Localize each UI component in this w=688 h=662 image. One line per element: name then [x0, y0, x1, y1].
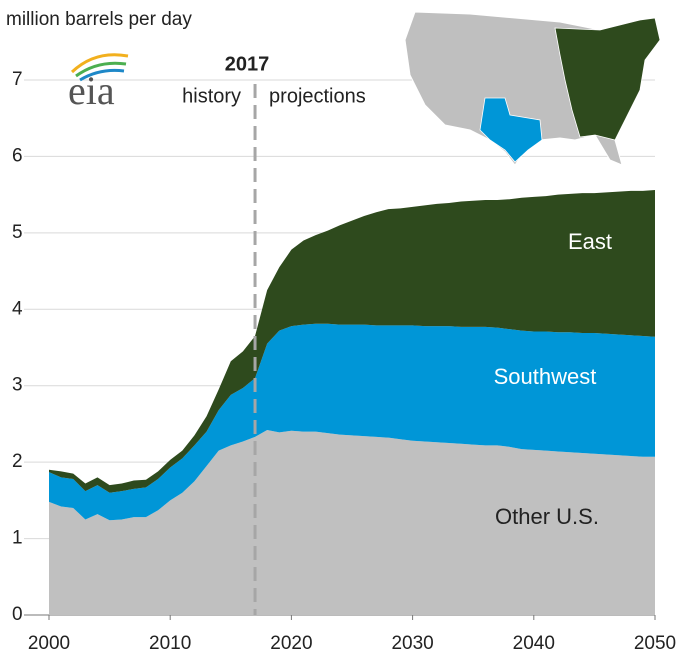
projections-label: projections: [269, 85, 366, 107]
y-axis-label: million barrels per day: [6, 9, 192, 30]
areas: [49, 190, 655, 615]
area: [49, 430, 655, 615]
x-tick-label: 2020: [270, 633, 312, 654]
y-tick-label: 5: [12, 222, 23, 243]
region-map: [404, 11, 661, 166]
history-label: history: [182, 85, 241, 107]
x-tick-label: 2040: [513, 633, 555, 654]
y-tick-label: 0: [12, 604, 23, 625]
x-tick-label: 2030: [391, 633, 433, 654]
y-tick-label: 4: [12, 298, 23, 319]
y-tick-label: 1: [12, 528, 23, 549]
area: [49, 323, 655, 521]
logo-arc: [79, 68, 125, 82]
east-region: [554, 17, 661, 141]
series-label: Southwest: [494, 364, 597, 389]
southwest-region: [479, 97, 543, 163]
x-tick-label: 2000: [28, 633, 70, 654]
logo: eia: [68, 68, 115, 113]
annotation-year: 2017: [225, 53, 270, 75]
logo-arc: [70, 53, 129, 74]
series-label: East: [568, 229, 612, 254]
y-tick-label: 7: [12, 69, 23, 90]
logo-arc: [75, 61, 127, 78]
y-tick-label: 3: [12, 375, 23, 396]
y-tick-label: 2: [12, 451, 23, 472]
x-tick-label: 2010: [149, 633, 191, 654]
x-tick-label: 2050: [634, 633, 676, 654]
area: [49, 190, 655, 493]
series-label: Other U.S.: [495, 504, 599, 529]
y-tick-label: 6: [12, 145, 23, 166]
logo-group: eia: [68, 53, 129, 113]
